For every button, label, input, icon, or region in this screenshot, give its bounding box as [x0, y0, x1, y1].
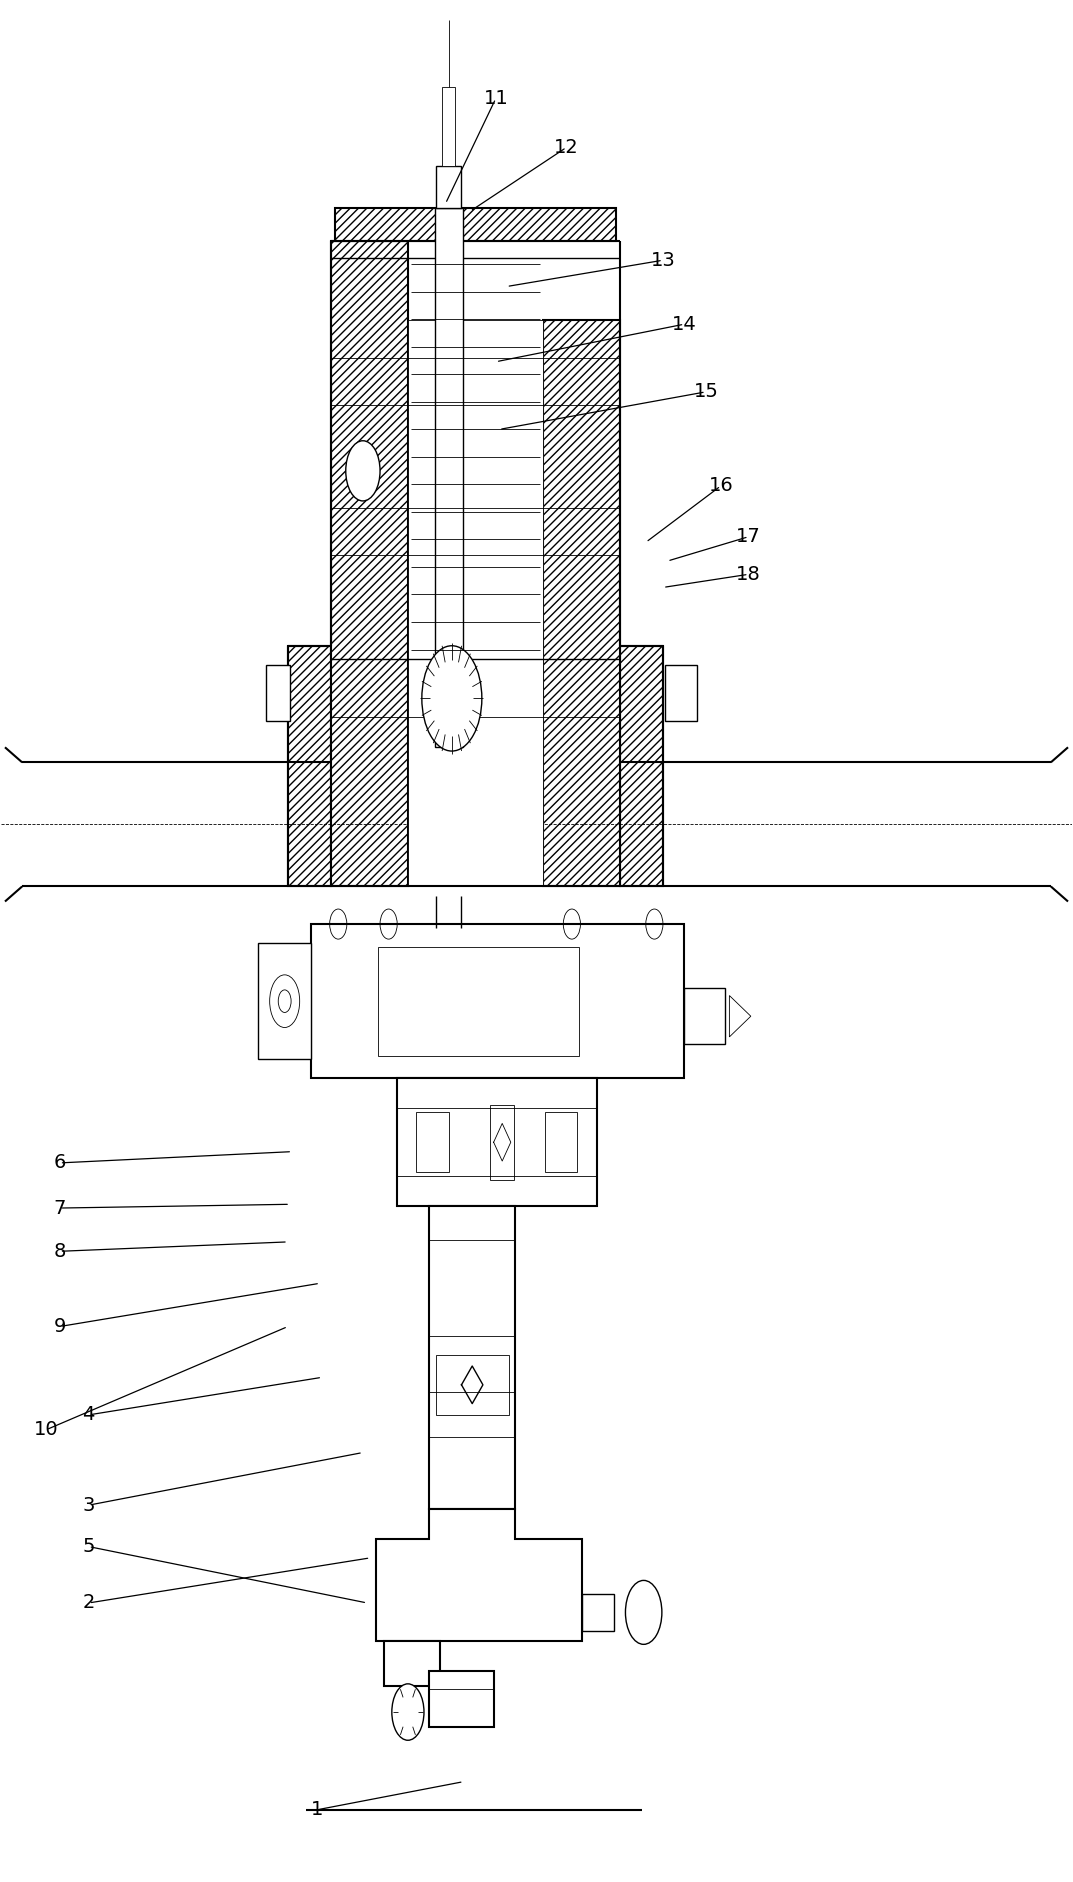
Text: 17: 17 — [736, 527, 761, 546]
Bar — [429, 1671, 494, 1728]
Circle shape — [626, 1581, 662, 1645]
Text: 6: 6 — [54, 1154, 65, 1172]
Bar — [545, 1112, 577, 1172]
Text: 14: 14 — [672, 314, 696, 333]
Bar — [311, 924, 685, 1078]
Bar — [266, 664, 290, 721]
Text: 2: 2 — [83, 1594, 94, 1613]
Text: 3: 3 — [83, 1496, 94, 1515]
Bar — [582, 1594, 614, 1632]
Bar — [436, 166, 461, 207]
Bar — [408, 320, 543, 886]
Text: 7: 7 — [54, 1199, 65, 1218]
Circle shape — [269, 975, 299, 1028]
Bar — [442, 87, 455, 166]
Bar — [258, 943, 311, 1060]
Bar — [416, 1112, 449, 1172]
Circle shape — [346, 440, 380, 501]
Text: 15: 15 — [693, 382, 718, 401]
Bar — [397, 1078, 597, 1206]
Text: 9: 9 — [54, 1317, 65, 1336]
Bar — [685, 988, 725, 1045]
Text: 1: 1 — [310, 1801, 323, 1820]
Polygon shape — [376, 1509, 582, 1641]
Bar — [435, 207, 462, 747]
Bar — [378, 947, 579, 1056]
Text: 4: 4 — [83, 1406, 94, 1425]
Bar — [429, 1206, 515, 1509]
Bar — [436, 1355, 509, 1415]
Text: 5: 5 — [83, 1538, 94, 1556]
Circle shape — [422, 646, 482, 751]
Circle shape — [278, 990, 291, 1013]
Circle shape — [392, 1684, 424, 1741]
Bar — [384, 1641, 440, 1686]
Bar — [543, 320, 620, 886]
Text: 13: 13 — [650, 250, 675, 269]
Bar — [620, 646, 663, 886]
Bar — [665, 664, 697, 721]
Text: 18: 18 — [736, 565, 761, 583]
Text: 10: 10 — [33, 1421, 58, 1440]
Text: 8: 8 — [54, 1242, 65, 1261]
Text: 12: 12 — [554, 137, 578, 156]
Bar — [490, 1105, 514, 1180]
Bar — [330, 241, 408, 886]
Bar — [288, 646, 330, 886]
Text: 16: 16 — [708, 476, 733, 495]
Text: 11: 11 — [484, 88, 509, 107]
Bar — [335, 207, 616, 241]
